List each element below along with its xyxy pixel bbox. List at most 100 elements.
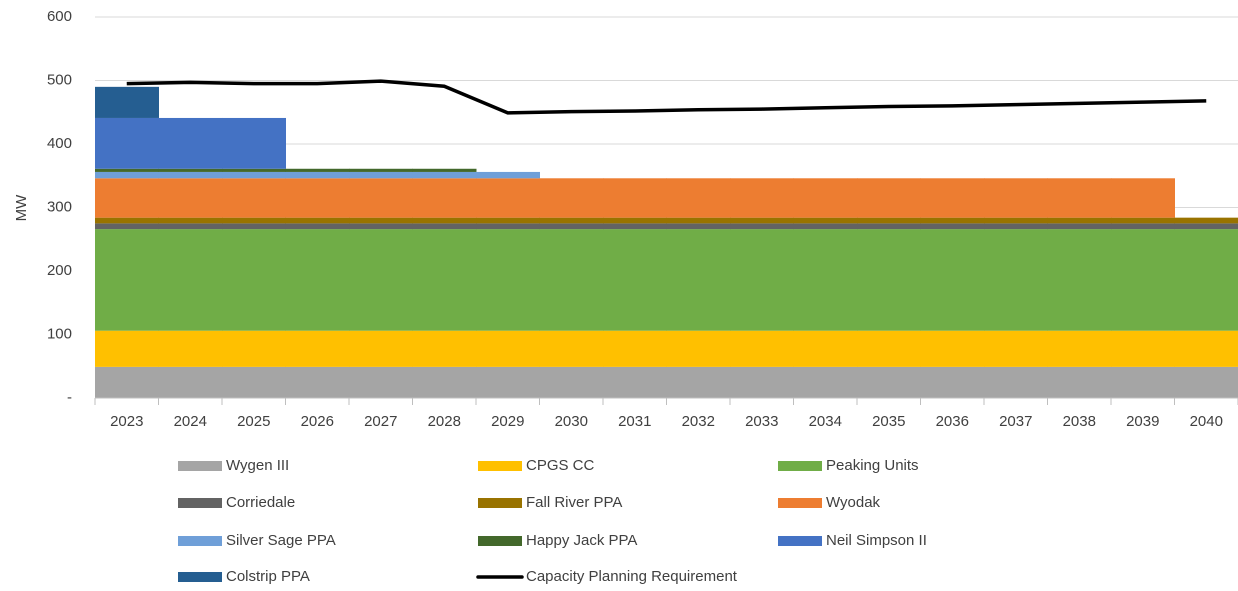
legend-swatch xyxy=(178,572,222,582)
bar xyxy=(222,171,286,179)
legend-swatch xyxy=(178,536,222,546)
x-tick-label: 2023 xyxy=(110,413,143,430)
bar xyxy=(666,223,731,230)
bar xyxy=(984,217,1048,224)
bar xyxy=(349,171,413,179)
legend-label: Wygen III xyxy=(226,457,289,474)
bar xyxy=(158,229,223,331)
bar xyxy=(1047,330,1112,367)
x-tick-label: 2038 xyxy=(1063,413,1096,430)
bar xyxy=(1111,330,1175,367)
bar xyxy=(539,366,604,398)
bar xyxy=(793,366,858,398)
bar xyxy=(476,229,540,331)
bar xyxy=(793,330,858,367)
x-tick-label: 2037 xyxy=(999,413,1032,430)
bar xyxy=(476,178,540,218)
y-tick-label: 200 xyxy=(47,262,72,279)
legend-swatch xyxy=(478,461,522,471)
x-tick-label: 2026 xyxy=(301,413,334,430)
bar xyxy=(539,330,604,367)
legend-swatch xyxy=(778,461,822,471)
bar xyxy=(412,171,477,179)
bar xyxy=(1047,223,1112,230)
bar xyxy=(984,330,1048,367)
bar xyxy=(793,229,858,331)
bar xyxy=(95,171,159,179)
bar xyxy=(476,330,540,367)
bar xyxy=(1174,217,1238,224)
y-tick-label: 100 xyxy=(47,325,72,342)
bar xyxy=(920,223,985,230)
bar xyxy=(920,229,985,331)
x-tick-label: 2030 xyxy=(555,413,588,430)
bar xyxy=(1047,178,1112,218)
x-tick-label: 2028 xyxy=(428,413,461,430)
legend-label: Capacity Planning Requirement xyxy=(526,568,738,585)
legend-swatch xyxy=(778,498,822,508)
legend-swatch xyxy=(178,498,222,508)
bar xyxy=(857,229,921,331)
bar xyxy=(920,366,985,398)
bar xyxy=(285,168,350,172)
bar xyxy=(730,178,794,218)
bar xyxy=(158,117,223,169)
bar xyxy=(95,366,159,398)
bar xyxy=(1111,217,1175,224)
legend-swatch xyxy=(478,536,522,546)
bar xyxy=(1047,366,1112,398)
bar xyxy=(1047,229,1112,331)
x-tick-label: 2032 xyxy=(682,413,715,430)
x-tick-label: 2039 xyxy=(1126,413,1159,430)
x-tick-label: 2031 xyxy=(618,413,651,430)
legend-label: Peaking Units xyxy=(826,457,919,474)
y-tick-label: - xyxy=(67,389,72,406)
bar xyxy=(857,223,921,230)
bar xyxy=(1047,217,1112,224)
legend-swatch xyxy=(778,536,822,546)
bar xyxy=(666,330,731,367)
bar xyxy=(666,217,731,224)
bar xyxy=(158,223,223,230)
bar xyxy=(349,217,413,224)
x-tick-label: 2035 xyxy=(872,413,905,430)
y-axis-label: MW xyxy=(13,194,30,221)
bar xyxy=(793,217,858,224)
bar xyxy=(539,229,604,331)
y-tick-label: 600 xyxy=(47,8,72,25)
bar xyxy=(349,223,413,230)
bar xyxy=(222,168,286,172)
bar xyxy=(666,229,731,331)
bar xyxy=(603,330,667,367)
bar xyxy=(95,223,159,230)
legend-label: CPGS CC xyxy=(526,457,595,474)
bar xyxy=(857,330,921,367)
bar xyxy=(95,330,159,367)
x-tick-label: 2040 xyxy=(1190,413,1223,430)
bar xyxy=(1174,229,1238,331)
bar xyxy=(349,330,413,367)
bar xyxy=(285,330,350,367)
bar xyxy=(984,366,1048,398)
bar xyxy=(984,178,1048,218)
bar xyxy=(222,366,286,398)
bar xyxy=(730,217,794,224)
line-series xyxy=(126,79,1207,115)
bar xyxy=(920,178,985,218)
bar xyxy=(158,178,223,218)
bar xyxy=(539,217,604,224)
bar xyxy=(730,366,794,398)
x-tick-label: 2034 xyxy=(809,413,842,430)
bar xyxy=(539,223,604,230)
bar xyxy=(95,117,159,169)
bar xyxy=(412,330,477,367)
bar xyxy=(1174,366,1238,398)
y-tick-label: 400 xyxy=(47,135,72,152)
bar xyxy=(603,223,667,230)
bar xyxy=(984,223,1048,230)
bar xyxy=(349,168,413,172)
bar xyxy=(285,178,350,218)
bar xyxy=(158,366,223,398)
legend-label: Happy Jack PPA xyxy=(526,532,637,549)
